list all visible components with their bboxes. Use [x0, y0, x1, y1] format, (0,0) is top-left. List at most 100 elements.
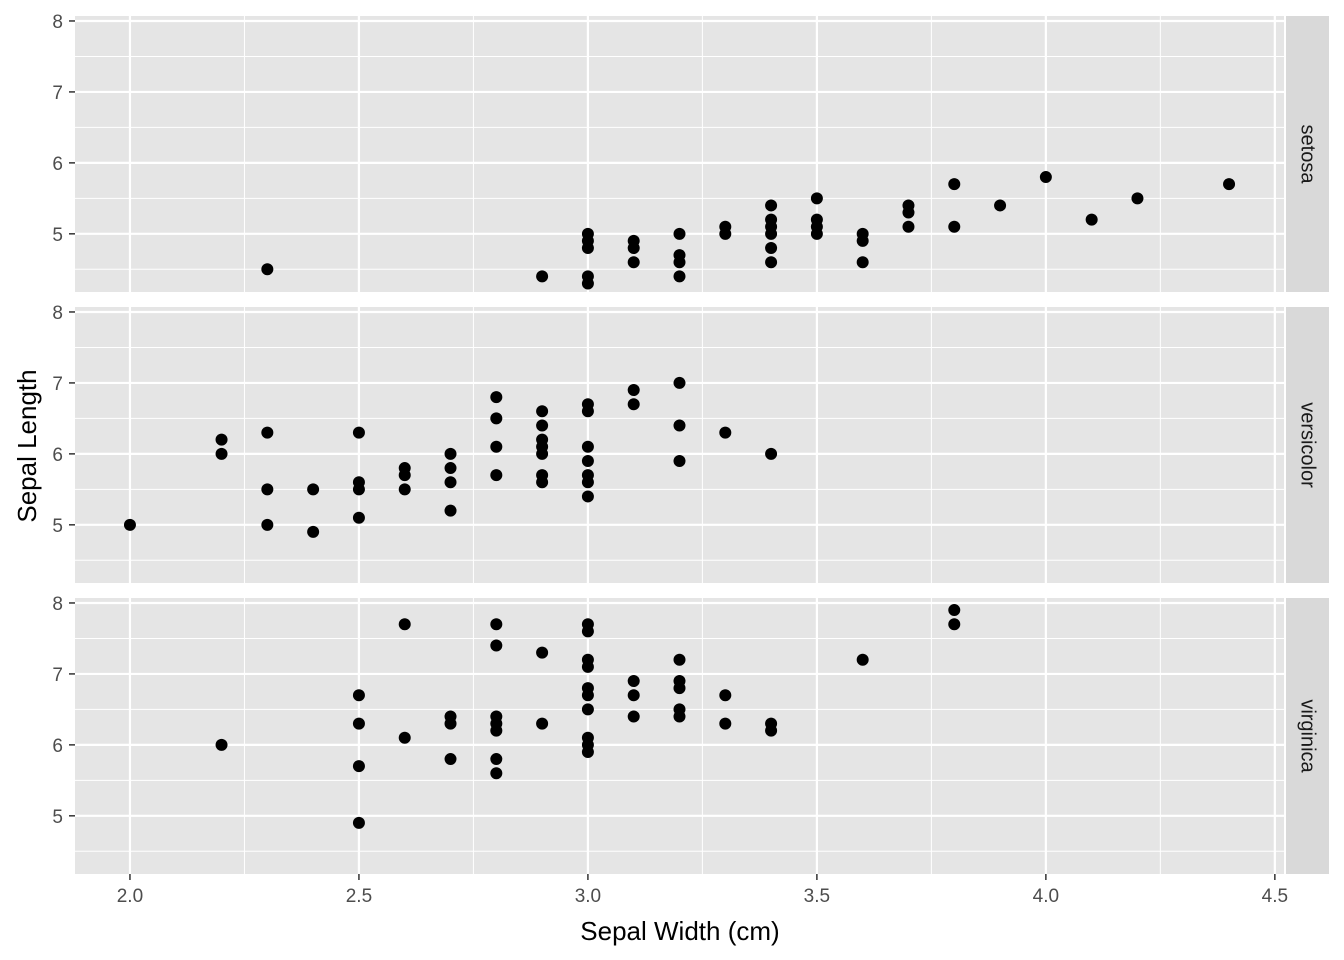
y-tick-label: 7 — [52, 665, 63, 686]
points-virginica — [215, 604, 961, 829]
x-tick-label: 2.5 — [346, 886, 372, 907]
strip-label-versicolor: versicolor — [1297, 402, 1319, 488]
data-point — [581, 660, 594, 673]
data-point — [673, 270, 686, 283]
data-point — [490, 469, 503, 482]
data-point — [536, 405, 549, 418]
points-versicolor — [123, 376, 778, 538]
x-axis-title: Sepal Width (cm) — [580, 916, 779, 946]
data-point — [765, 447, 778, 460]
data-point — [352, 511, 365, 524]
data-point — [261, 518, 274, 531]
facet-panel-virginica: 5 6 7 8 virginica — [52, 594, 1329, 874]
y-tick-label: 6 — [52, 154, 63, 175]
data-point — [948, 220, 961, 233]
y-tick-label: 5 — [52, 516, 63, 537]
data-point — [490, 639, 503, 652]
data-point — [398, 731, 411, 744]
data-point — [581, 440, 594, 453]
points-setosa — [261, 171, 1236, 290]
data-point — [490, 767, 503, 780]
data-point — [948, 178, 961, 191]
data-point — [765, 724, 778, 737]
panels-layer: 5 6 7 8 setosa 5 6 7 8 versicolor 5 6 7 8 virginica — [52, 12, 1329, 874]
strip-label-virginica: virginica — [1297, 699, 1319, 773]
data-point — [627, 256, 640, 269]
y-tick-label: 7 — [52, 374, 63, 395]
data-point — [490, 618, 503, 631]
data-point — [581, 405, 594, 418]
data-point — [398, 483, 411, 496]
data-point — [1085, 213, 1098, 226]
data-point — [536, 646, 549, 659]
data-point — [673, 682, 686, 695]
data-point — [627, 689, 640, 702]
data-point — [352, 816, 365, 829]
data-point — [673, 454, 686, 467]
y-axis-title: Sepal Length — [12, 369, 42, 522]
strip-label-setosa: setosa — [1297, 125, 1319, 185]
data-point — [581, 689, 594, 702]
data-point — [123, 518, 136, 531]
y-tick-label: 8 — [52, 12, 63, 33]
panel-background — [75, 307, 1284, 583]
x-axis: 2.0 2.5 3.0 3.5 4.0 4.5 — [117, 874, 1288, 907]
data-point — [536, 270, 549, 283]
data-point — [627, 675, 640, 688]
data-point — [581, 490, 594, 503]
data-point — [719, 689, 732, 702]
strip-background — [1286, 16, 1329, 292]
data-point — [765, 256, 778, 269]
data-point — [765, 242, 778, 255]
data-point — [673, 227, 686, 240]
y-tick-label: 7 — [52, 83, 63, 104]
data-point — [536, 447, 549, 460]
data-point — [719, 717, 732, 730]
data-point — [627, 242, 640, 255]
data-point — [673, 710, 686, 723]
y-tick-label: 6 — [52, 736, 63, 757]
data-point — [581, 476, 594, 489]
data-point — [490, 391, 503, 404]
data-point — [581, 454, 594, 467]
data-point — [444, 717, 457, 730]
y-tick-label: 8 — [52, 303, 63, 324]
data-point — [398, 469, 411, 482]
facet-panel-versicolor: 5 6 7 8 versicolor — [52, 303, 1329, 583]
data-point — [765, 227, 778, 240]
y-tick-label: 8 — [52, 594, 63, 615]
data-point — [536, 717, 549, 730]
panel-background — [75, 16, 1284, 292]
data-point — [902, 206, 915, 219]
data-point — [948, 618, 961, 631]
data-point — [856, 234, 869, 247]
data-point — [1223, 178, 1236, 191]
data-point — [352, 426, 365, 439]
data-point — [673, 653, 686, 666]
data-point — [215, 447, 228, 460]
data-point — [352, 483, 365, 496]
data-point — [398, 618, 411, 631]
data-point — [902, 220, 915, 233]
data-point — [673, 376, 686, 389]
data-point — [856, 653, 869, 666]
facet-panel-setosa: 5 6 7 8 setosa — [52, 12, 1329, 292]
data-point — [581, 745, 594, 758]
data-point — [490, 412, 503, 425]
data-point — [444, 476, 457, 489]
strip-background — [1286, 307, 1329, 583]
data-point — [444, 447, 457, 460]
strip-background — [1286, 598, 1329, 874]
panel-background — [75, 598, 1284, 874]
data-point — [856, 256, 869, 269]
data-point — [627, 384, 640, 397]
data-point — [765, 199, 778, 212]
y-tick-label: 5 — [52, 225, 63, 246]
data-point — [810, 227, 823, 240]
data-point — [673, 256, 686, 269]
data-point — [307, 525, 320, 538]
x-tick-label: 2.0 — [117, 886, 143, 907]
data-point — [581, 625, 594, 638]
data-point — [536, 419, 549, 432]
